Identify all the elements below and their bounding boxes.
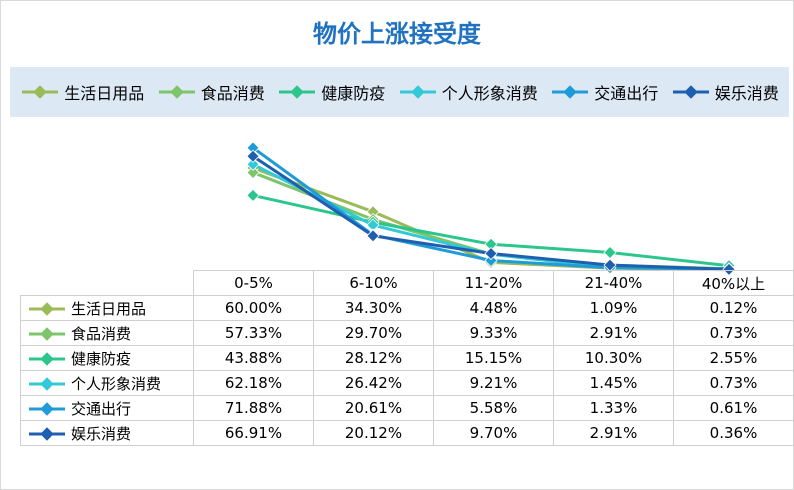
- table-row: 健康防疫 43.88% 28.12% 15.15% 10.30% 2.55%: [20, 345, 794, 371]
- legend-label: 生活日用品: [64, 84, 145, 103]
- data-label: 9.33%: [433, 320, 554, 346]
- data-label: 1.09%: [553, 295, 674, 321]
- data-label: 0.61%: [673, 395, 794, 421]
- row-label: 交通出行: [20, 395, 194, 421]
- data-point: [246, 188, 260, 202]
- category-label: 21-40%: [553, 270, 674, 296]
- line-chart: [246, 141, 736, 277]
- row-series-name: 个人形象消费: [71, 374, 162, 393]
- series-swatch: [29, 402, 65, 416]
- legend-label: 交通出行: [594, 84, 659, 103]
- series-swatch: [672, 85, 709, 99]
- data-label: 10.30%: [553, 345, 674, 371]
- data-point: [366, 229, 380, 243]
- data-label: 20.12%: [313, 420, 434, 446]
- data-label: 5.58%: [433, 395, 554, 421]
- data-label: 20.61%: [313, 395, 434, 421]
- table-row: 食品消费 57.33% 29.70% 9.33% 2.91% 0.73%: [20, 320, 794, 346]
- series-swatch: [29, 302, 65, 316]
- series-group: [246, 149, 736, 276]
- data-label: 1.45%: [553, 370, 674, 396]
- data-label: 4.48%: [433, 295, 554, 321]
- data-label: 34.30%: [313, 295, 434, 321]
- data-point: [484, 253, 498, 268]
- data-label: 1.33%: [553, 395, 674, 421]
- legend-label: 食品消费: [200, 84, 265, 103]
- data-label: 15.15%: [433, 345, 554, 371]
- data-label: 2.91%: [553, 420, 674, 446]
- data-table-header: 0-5% 6-10% 11-20% 21-40% 40%以上: [20, 270, 794, 296]
- data-point: [603, 245, 617, 260]
- row-series-name: 食品消费: [71, 324, 132, 343]
- legend-label: 娱乐消费: [714, 84, 779, 103]
- data-label: 62.18%: [193, 370, 314, 396]
- row-label: 个人形象消费: [20, 370, 194, 396]
- legend-item: 娱乐消费: [671, 80, 779, 104]
- data-label: 2.55%: [673, 345, 794, 371]
- row-label: 娱乐消费: [20, 420, 194, 446]
- data-label: 0.12%: [673, 295, 794, 321]
- row-label: 生活日用品: [20, 295, 194, 321]
- table-row: 交通出行 71.88% 20.61% 5.58% 1.33% 0.61%: [20, 395, 794, 421]
- row-series-name: 生活日用品: [71, 299, 147, 318]
- data-label: 9.70%: [433, 420, 554, 446]
- series-swatch: [22, 85, 59, 99]
- data-label: 0.73%: [673, 370, 794, 396]
- data-table: 0-5% 6-10% 11-20% 21-40% 40%以上 生活日用品 60.00% 34…: [20, 270, 794, 446]
- row-series-name: 健康防疫: [71, 349, 132, 368]
- category-label: 40%以上: [673, 270, 794, 296]
- data-point: [246, 157, 260, 171]
- data-label: 29.70%: [313, 320, 434, 346]
- data-label: 0.36%: [673, 420, 794, 446]
- data-label: 0.73%: [673, 320, 794, 346]
- chart-legend: 生活日用品 食品消费 健康防疫 个人形象消费 交通出行 娱乐消费: [10, 67, 789, 117]
- table-row: 个人形象消费 62.18% 26.42% 9.21% 1.45% 0.73%: [20, 370, 794, 396]
- category-label: 11-20%: [433, 270, 554, 296]
- data-label: 66.91%: [193, 420, 314, 446]
- table-row: 娱乐消费 66.91% 20.12% 9.70% 2.91% 0.36%: [20, 420, 794, 446]
- data-point: [484, 246, 498, 261]
- data-point: [246, 149, 260, 163]
- data-label: 71.88%: [193, 395, 314, 421]
- legend-item: 个人形象消费: [398, 80, 538, 104]
- series-swatch: [29, 327, 65, 341]
- legend-item: 生活日用品: [20, 80, 144, 104]
- row-label: 健康防疫: [20, 345, 194, 371]
- legend-item: 健康防疫: [277, 80, 385, 104]
- data-label: 28.12%: [313, 345, 434, 371]
- series-swatch: [279, 85, 316, 99]
- category-label: 6-10%: [313, 270, 434, 296]
- row-label: 食品消费: [20, 320, 194, 346]
- series-swatch: [29, 377, 65, 391]
- data-label: 26.42%: [313, 370, 434, 396]
- chart-title: 物价上涨接受度: [313, 20, 481, 48]
- legend-label: 健康防疫: [321, 84, 386, 103]
- legend-item: 食品消费: [157, 80, 265, 104]
- legend-item: 交通出行: [550, 80, 658, 104]
- data-point: [246, 165, 260, 180]
- data-label: 60.00%: [193, 295, 314, 321]
- table-row: 生活日用品 60.00% 34.30% 4.48% 1.09% 0.12%: [20, 295, 794, 321]
- series-swatch: [552, 85, 589, 99]
- series-swatch: [158, 85, 195, 99]
- legend-label: 个人形象消费: [441, 84, 538, 103]
- series-swatch: [29, 427, 65, 441]
- series-swatch: [399, 85, 436, 99]
- data-label: 57.33%: [193, 320, 314, 346]
- row-series-name: 交通出行: [71, 399, 132, 418]
- row-series-name: 娱乐消费: [71, 424, 132, 443]
- data-label: 2.91%: [553, 320, 674, 346]
- table-corner: [20, 270, 194, 296]
- category-label: 0-5%: [193, 270, 314, 296]
- series-swatch: [29, 352, 65, 366]
- data-label: 43.88%: [193, 345, 314, 371]
- data-label: 9.21%: [433, 370, 554, 396]
- data-table-body: 生活日用品 60.00% 34.30% 4.48% 1.09% 0.12% 食品消费 57.3…: [20, 295, 794, 446]
